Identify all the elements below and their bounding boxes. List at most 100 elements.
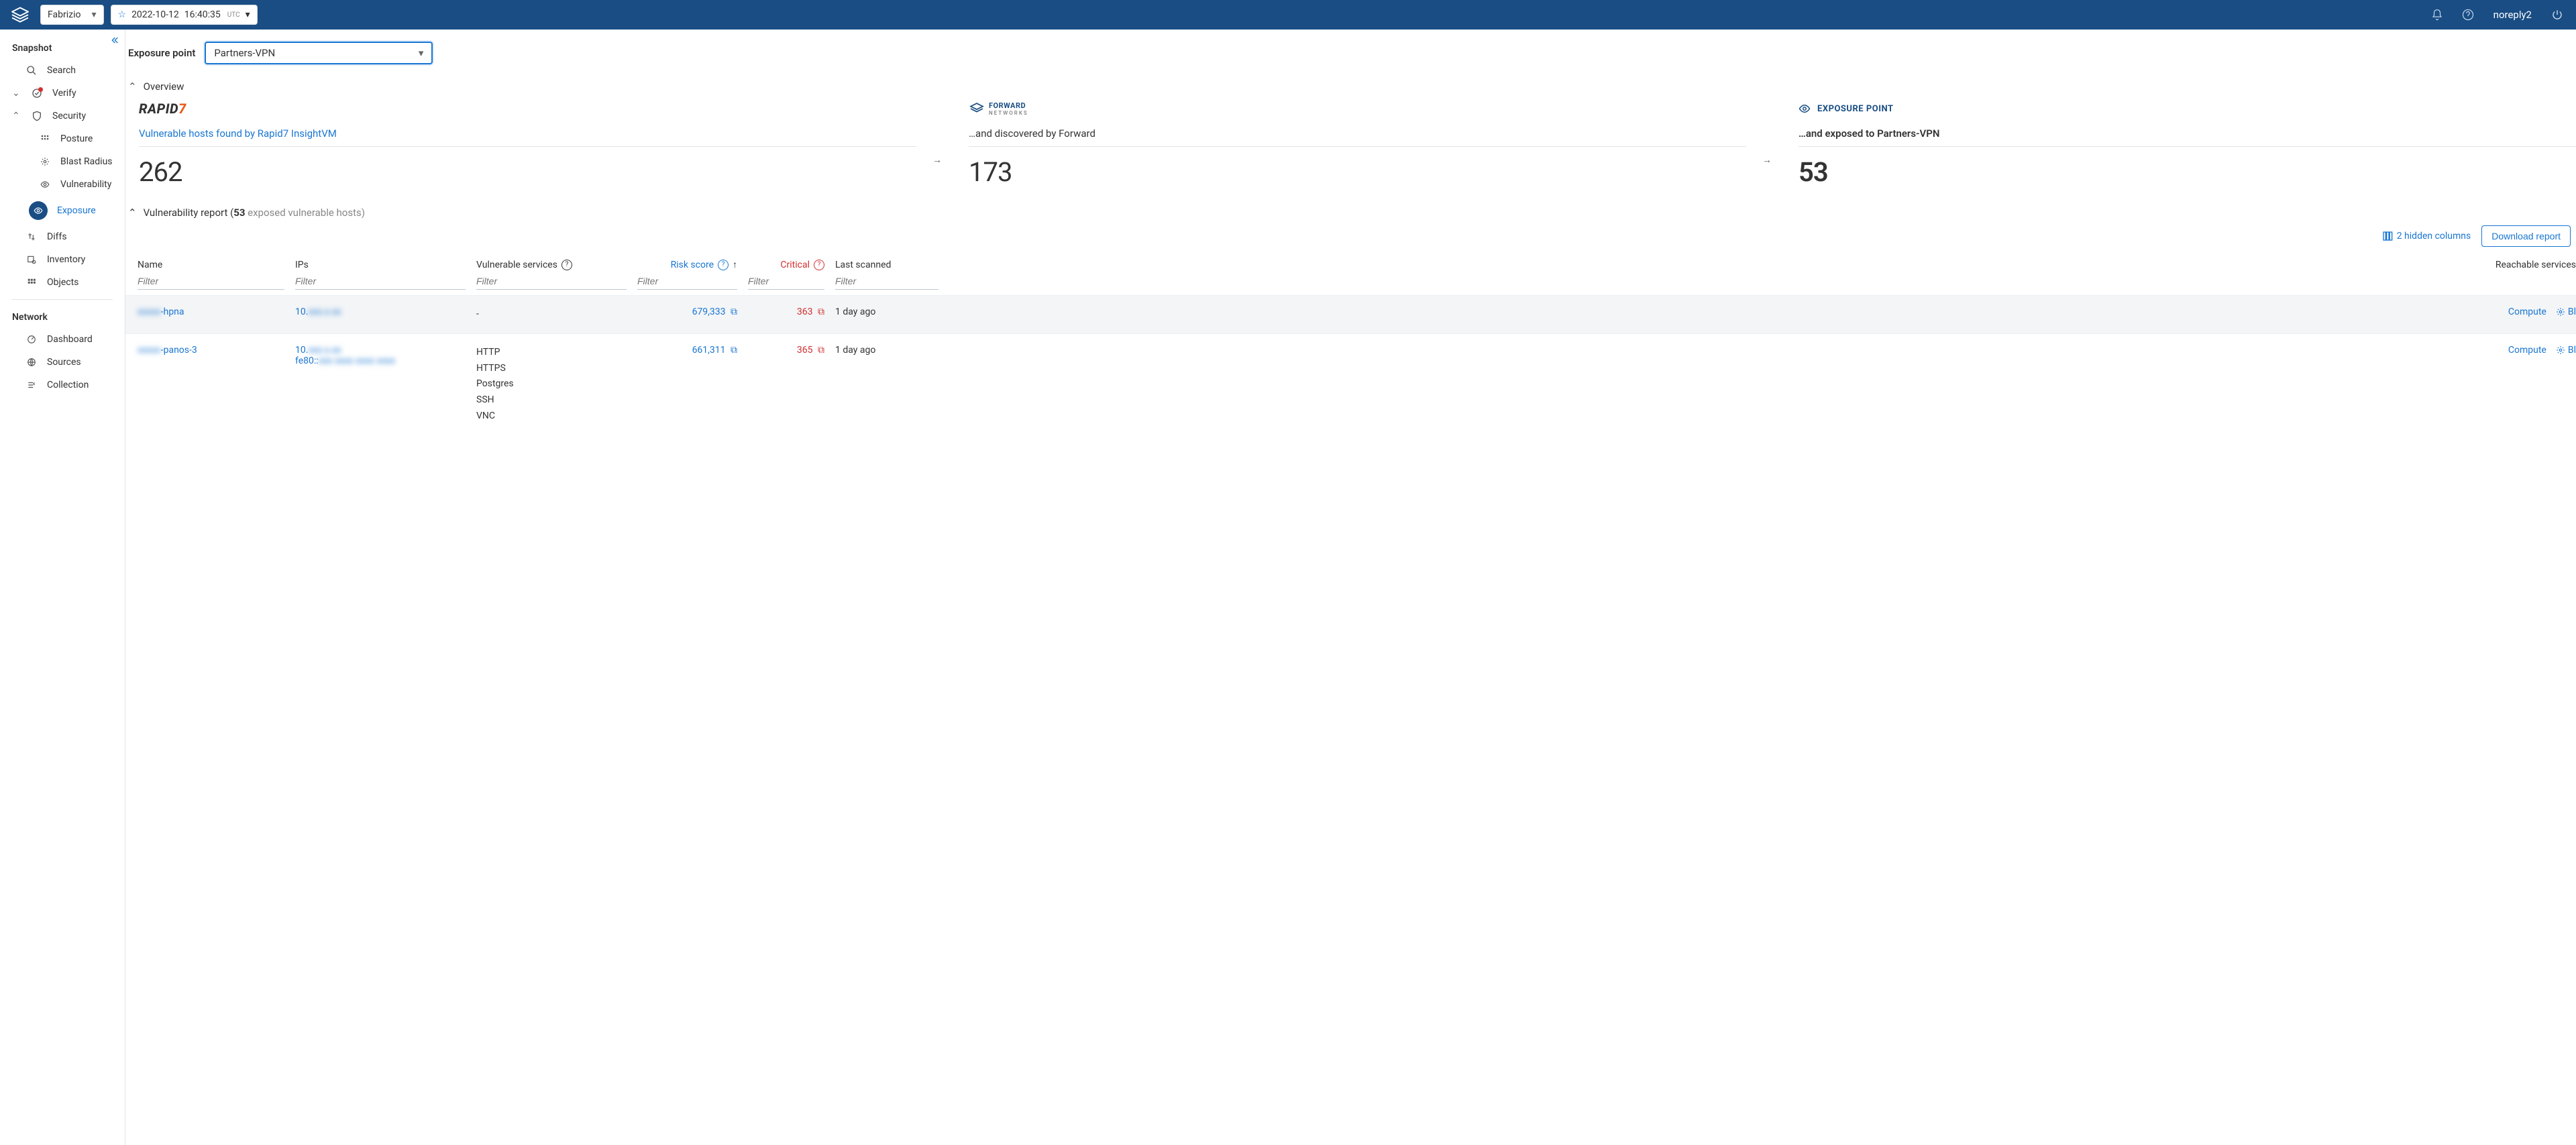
workspace-selector[interactable]: Fabrizio ▾ <box>40 5 104 25</box>
critical-link[interactable]: 365 ⧉ <box>797 345 824 356</box>
sidebar-item-exposure[interactable]: Exposure <box>0 196 125 225</box>
ip-link[interactable]: 10.xxx.x.xx <box>295 345 466 356</box>
filter-scanned-input[interactable] <box>835 273 938 290</box>
service-value: - <box>476 307 627 323</box>
notifications-icon[interactable] <box>2430 8 2444 21</box>
risk-score-link[interactable]: 661,311 ⧉ <box>692 345 737 356</box>
globe-icon <box>25 356 38 368</box>
filter-ips-input[interactable] <box>295 273 466 290</box>
sidebar-item-blast-radius[interactable]: Blast Radius <box>0 150 125 173</box>
collapse-report-button[interactable]: ⌃ <box>128 207 137 219</box>
power-icon[interactable] <box>2551 8 2564 21</box>
exposure-point-label: Exposure point <box>128 47 195 59</box>
external-link-icon: ⧉ <box>729 345 737 356</box>
overview-card-exposure: EXPOSURE POINT …and exposed to Partners-… <box>1799 99 2576 188</box>
app-logo[interactable] <box>7 5 34 25</box>
arrow-right-icon: → <box>1762 99 1782 188</box>
sidebar-item-diffs[interactable]: Diffs <box>0 225 125 248</box>
column-header-critical[interactable]: Critical ? <box>743 259 830 270</box>
help-icon[interactable]: ? <box>814 260 824 270</box>
sidebar-item-collection[interactable]: Collection <box>0 374 125 396</box>
star-icon: ☆ <box>118 9 127 20</box>
inventory-icon <box>25 254 38 266</box>
blast-radius-link[interactable]: Bl <box>2556 307 2576 317</box>
rapid7-logo: RAPID7 <box>139 101 186 117</box>
sidebar-item-label: Dashboard <box>47 334 93 345</box>
collection-icon <box>25 379 38 391</box>
sidebar-item-inventory[interactable]: Inventory <box>0 248 125 271</box>
exposure-point-select[interactable]: Partners-VPN ▾ <box>205 42 433 64</box>
user-menu[interactable]: noreply2 <box>2493 9 2532 21</box>
last-scanned-value: 1 day ago <box>830 307 944 317</box>
last-scanned-value: 1 day ago <box>830 345 944 356</box>
column-header-ips[interactable]: IPs <box>290 259 471 270</box>
vulnerability-table: Name IPs Vulnerable services ? Risk scor… <box>125 254 2576 435</box>
filter-name-input[interactable] <box>138 273 284 290</box>
table-row[interactable]: xxxxx-panos-3 10.xxx.x.xx fe80::xxx xxxx… <box>125 333 2576 435</box>
collapse-sidebar-button[interactable] <box>109 35 119 48</box>
snapshot-timestamp-selector[interactable]: ☆ 2022-10-12 16:40:35 UTC ▾ <box>111 5 258 25</box>
sidebar-item-label: Verify <box>52 88 76 99</box>
timestamp-tz: UTC <box>227 11 240 19</box>
overview-card-title: …and discovered by Forward <box>969 127 1746 147</box>
filter-critical-input[interactable] <box>748 273 824 290</box>
ip-link[interactable]: 10.xxx.x.xx <box>295 307 466 317</box>
chevron-down-icon: ⌄ <box>12 88 21 99</box>
sidebar-item-objects[interactable]: Objects <box>0 271 125 294</box>
forward-networks-logo: FORWARDNETWORKS <box>969 101 1028 116</box>
caret-down-icon: ▾ <box>91 9 96 20</box>
sidebar-item-posture[interactable]: Posture <box>0 127 125 150</box>
sidebar-item-security[interactable]: ⌃ Security <box>0 105 125 127</box>
ip-link[interactable]: fe80::xxx xxxx xxxx xxxx <box>295 356 466 366</box>
timestamp-date: 2022-10-12 <box>131 9 179 20</box>
column-header-last-scanned[interactable]: Last scanned <box>830 259 944 270</box>
hidden-columns-button[interactable]: 2 hidden columns <box>2382 231 2471 241</box>
sidebar-item-label: Posture <box>60 133 93 144</box>
sidebar-item-verify[interactable]: ⌄ Verify <box>0 82 125 105</box>
overview-card-forward: FORWARDNETWORKS …and discovered by Forwa… <box>969 99 1746 188</box>
sidebar-item-dashboard[interactable]: Dashboard <box>0 328 125 351</box>
download-report-button[interactable]: Download report <box>2481 225 2571 247</box>
column-header-reachable-services[interactable]: Reachable services <box>944 259 2576 270</box>
eye-icon <box>39 178 51 190</box>
table-row[interactable]: xxxxx-hpna 10.xxx.x.xx - 679,333 ⧉ 363 ⧉… <box>125 295 2576 333</box>
overview-card-value: 173 <box>969 147 1746 188</box>
top-bar: Fabrizio ▾ ☆ 2022-10-12 16:40:35 UTC ▾ n… <box>0 0 2576 30</box>
external-link-icon: ⧉ <box>816 345 824 356</box>
help-icon[interactable] <box>2461 8 2475 21</box>
chevron-up-icon: ⌃ <box>12 111 21 121</box>
sidebar-item-search[interactable]: Search <box>0 59 125 82</box>
critical-link[interactable]: 363 ⧉ <box>797 307 824 317</box>
host-name-link[interactable]: xxxxx-hpna <box>138 307 184 317</box>
vulnerable-services-cell: HTTPHTTPSPostgresSSHVNC <box>471 345 632 425</box>
help-icon[interactable]: ? <box>718 260 729 270</box>
column-header-name[interactable]: Name <box>125 259 290 270</box>
risk-score-link[interactable]: 679,333 ⧉ <box>692 307 737 317</box>
caret-down-icon: ▾ <box>419 47 424 59</box>
filter-services-input[interactable] <box>476 273 627 290</box>
sidebar-item-label: Objects <box>47 277 78 288</box>
host-name-link[interactable]: xxxxx-panos-3 <box>138 345 197 356</box>
alert-badge <box>38 87 43 92</box>
sidebar-item-label: Vulnerability <box>60 179 111 190</box>
filter-risk-input[interactable] <box>637 273 737 290</box>
compute-link[interactable]: Compute <box>2508 307 2546 317</box>
service-value: HTTP <box>476 345 627 361</box>
column-header-risk-score[interactable]: Risk score ? ↑ <box>632 259 743 270</box>
compute-link[interactable]: Compute <box>2508 345 2546 356</box>
overview-card-rapid7: RAPID7 Vulnerable hosts found by Rapid7 … <box>139 99 916 188</box>
sidebar-item-label: Inventory <box>47 254 85 265</box>
workspace-name: Fabrizio <box>48 9 80 20</box>
sidebar-item-sources[interactable]: Sources <box>0 351 125 374</box>
help-icon[interactable]: ? <box>561 260 572 270</box>
collapse-overview-button[interactable]: ⌃ <box>128 80 137 93</box>
exposure-point-value: Partners-VPN <box>214 47 275 59</box>
shield-icon <box>31 110 43 122</box>
sidebar-item-vulnerability[interactable]: Vulnerability <box>0 173 125 196</box>
column-header-vulnerable-services[interactable]: Vulnerable services ? <box>471 259 632 270</box>
sidebar-item-label: Blast Radius <box>60 156 113 167</box>
search-icon <box>25 64 38 76</box>
verify-icon <box>31 87 43 99</box>
blast-radius-link[interactable]: Bl <box>2556 345 2576 356</box>
overview-card-title[interactable]: Vulnerable hosts found by Rapid7 Insight… <box>139 127 916 147</box>
